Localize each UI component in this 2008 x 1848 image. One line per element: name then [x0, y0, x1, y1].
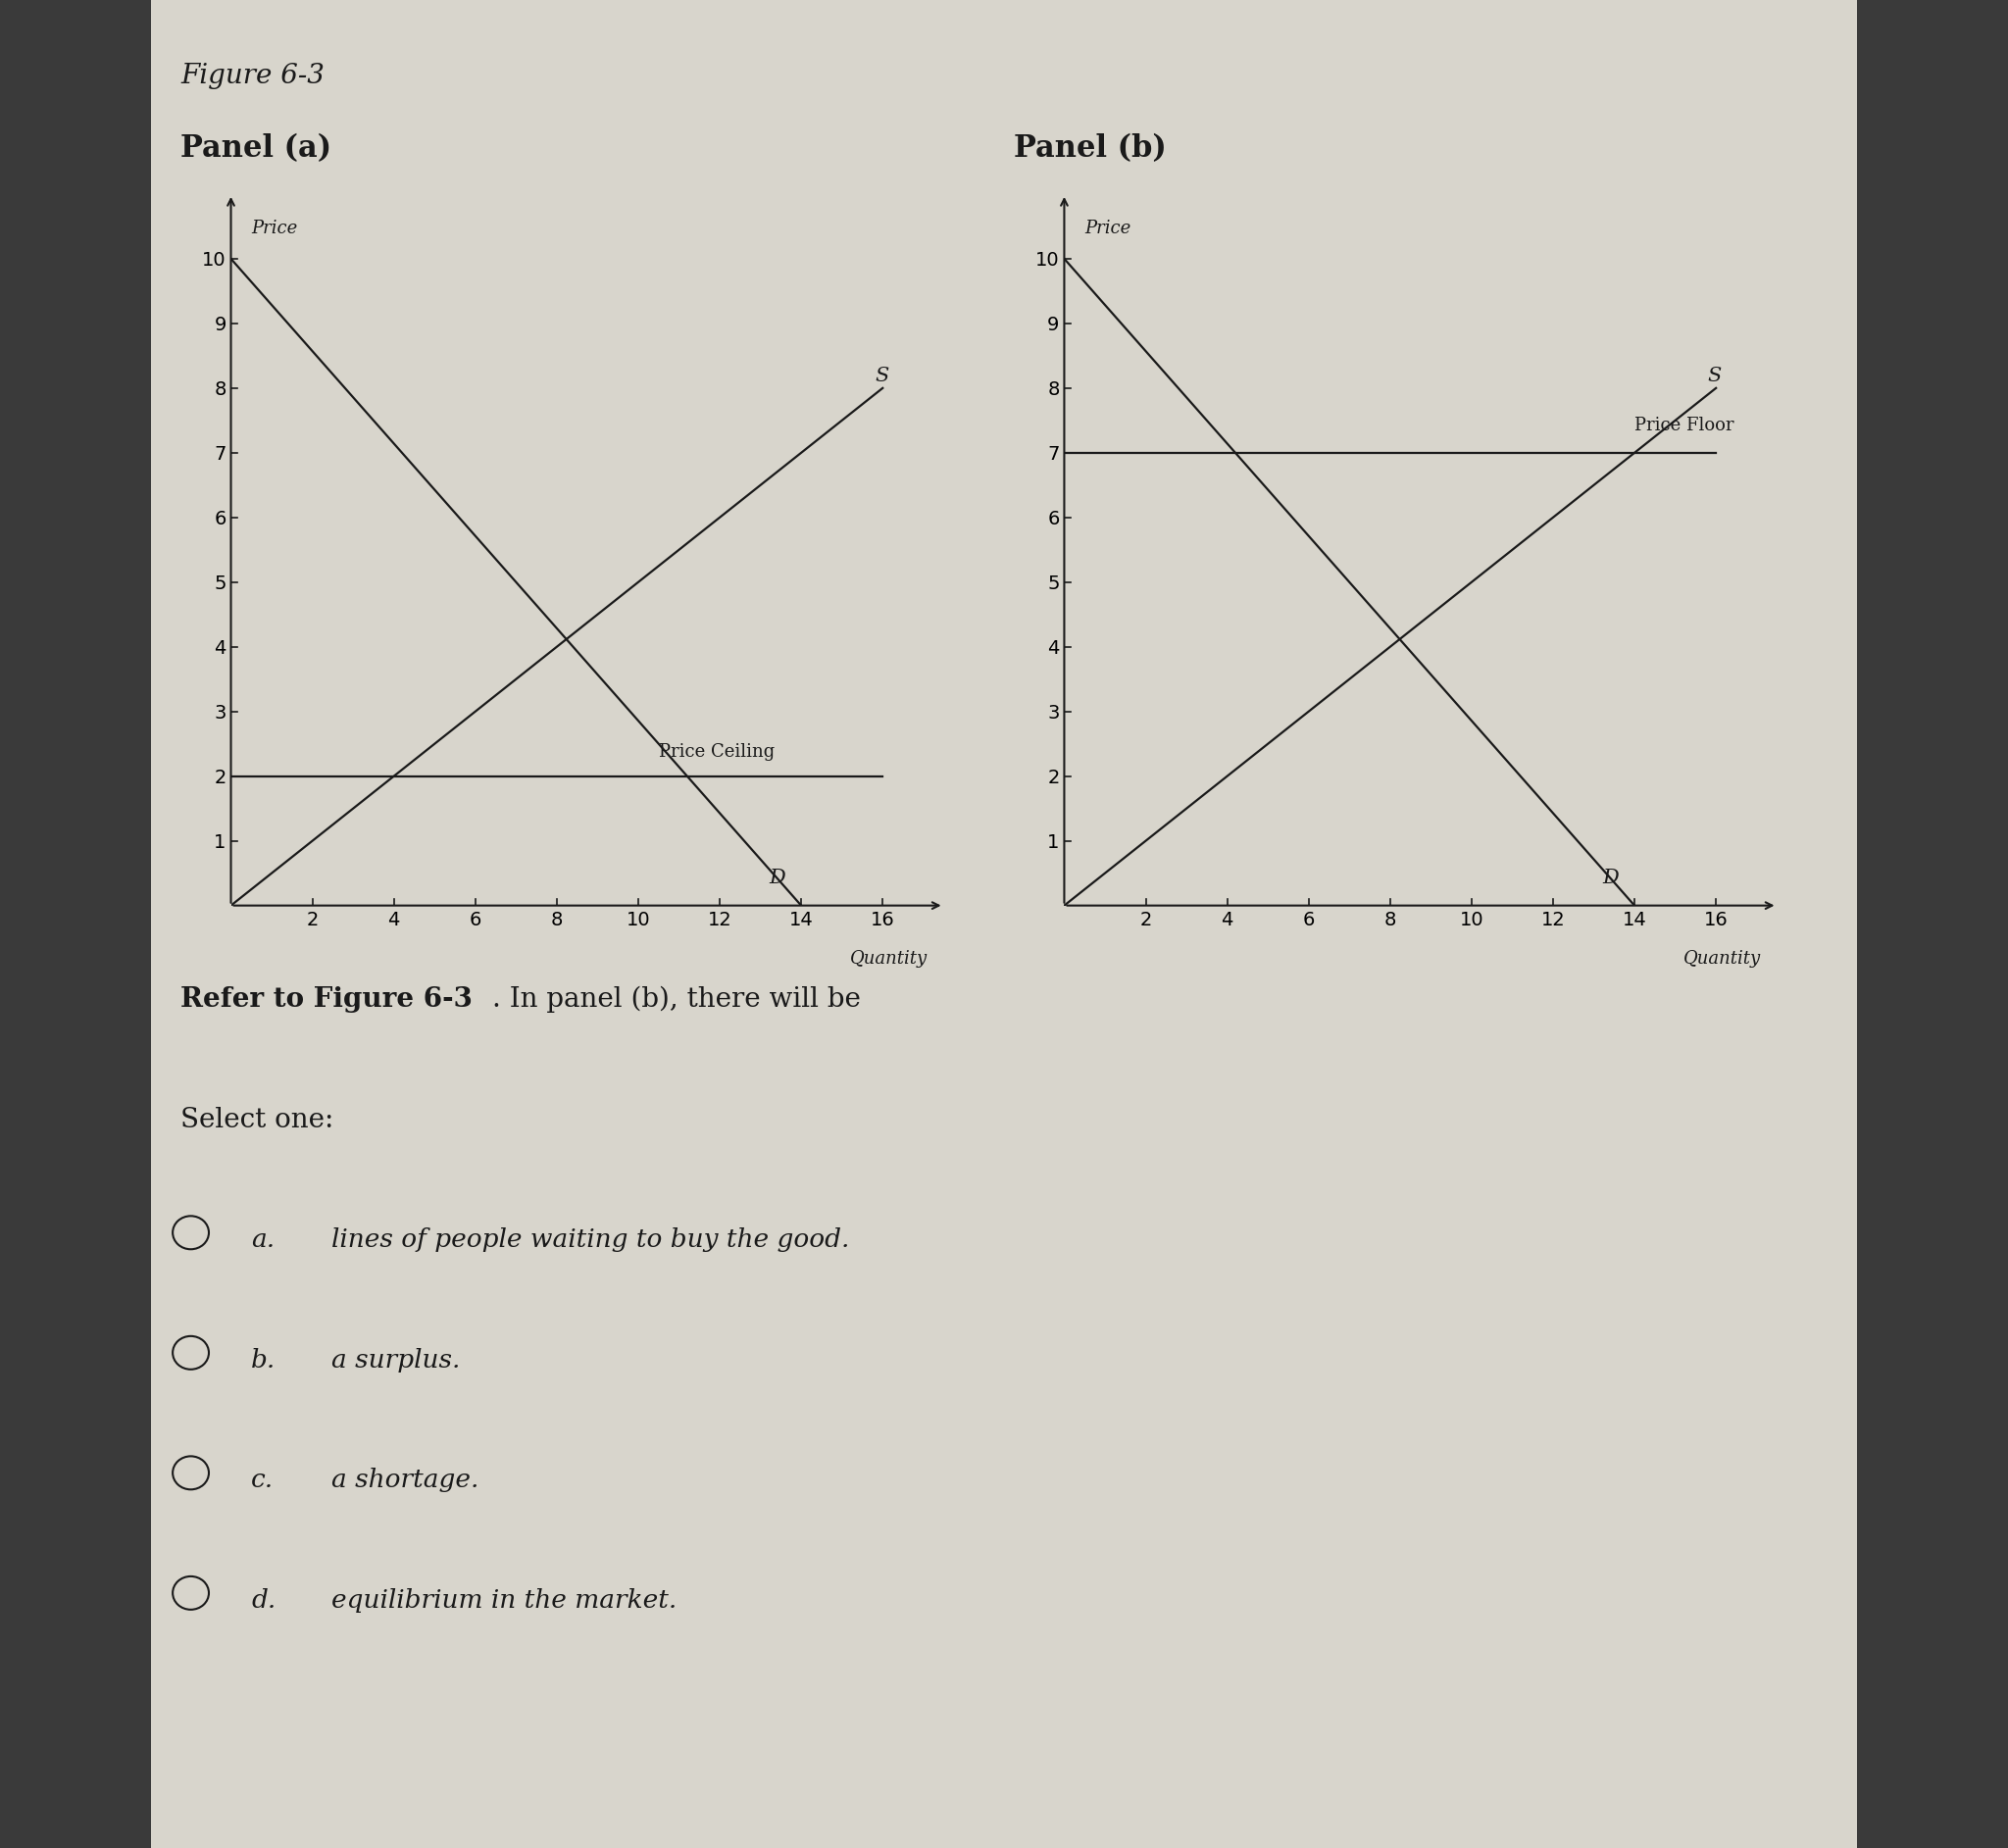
Text: Panel (a): Panel (a) — [181, 133, 331, 164]
Text: Quantity: Quantity — [1683, 950, 1761, 968]
Text: Select one:: Select one: — [181, 1107, 333, 1133]
Text: c.: c. — [251, 1467, 273, 1493]
Text: Panel (b): Panel (b) — [1014, 133, 1167, 164]
Text: Price: Price — [1084, 220, 1131, 237]
Text: Refer to Figure 6-3: Refer to Figure 6-3 — [181, 987, 472, 1013]
Text: S: S — [875, 368, 888, 386]
Text: S: S — [1709, 368, 1721, 386]
Text: Price Floor: Price Floor — [1635, 416, 1735, 434]
Text: a surplus.: a surplus. — [331, 1347, 460, 1373]
Text: . In panel (b), there will be: . In panel (b), there will be — [492, 987, 861, 1013]
Text: Price: Price — [251, 220, 297, 237]
Text: Figure 6-3: Figure 6-3 — [181, 63, 325, 89]
Text: Quantity: Quantity — [849, 950, 928, 968]
Text: a.: a. — [251, 1227, 275, 1253]
Text: b.: b. — [251, 1347, 275, 1373]
Text: a shortage.: a shortage. — [331, 1467, 478, 1493]
Text: lines of people waiting to buy the good.: lines of people waiting to buy the good. — [331, 1227, 849, 1253]
Text: Price Ceiling: Price Ceiling — [659, 743, 775, 761]
Text: d.: d. — [251, 1587, 275, 1613]
Text: equilibrium in the market.: equilibrium in the market. — [331, 1587, 677, 1613]
Text: D: D — [1602, 869, 1618, 887]
Text: D: D — [769, 869, 785, 887]
